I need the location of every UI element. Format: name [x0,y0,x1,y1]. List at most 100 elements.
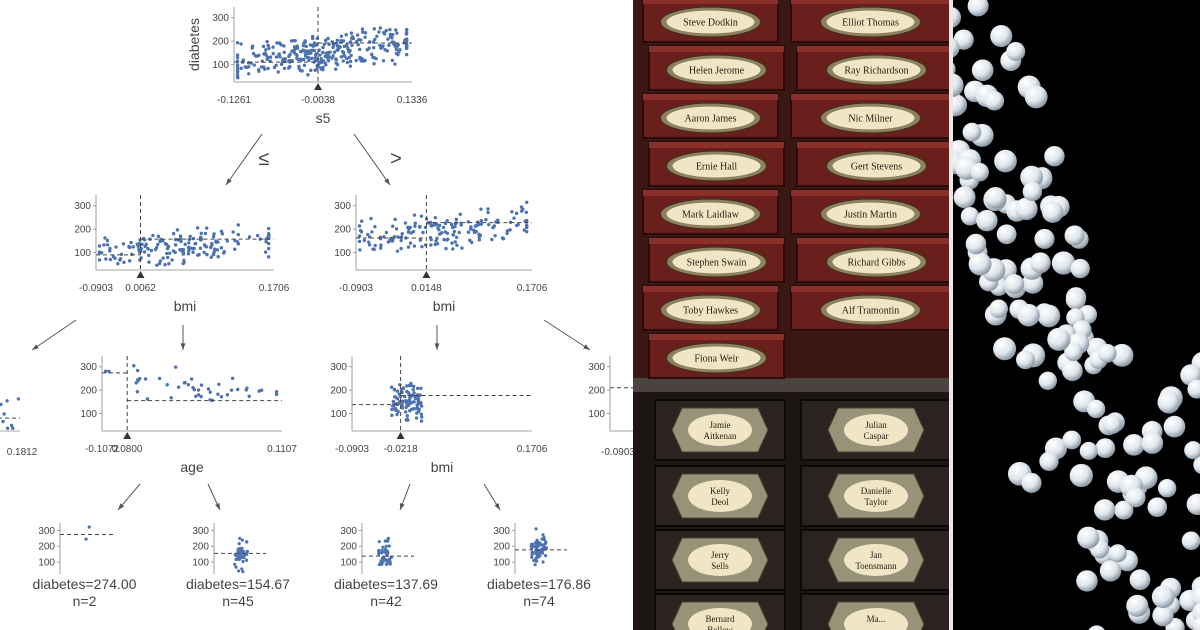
data-point [306,73,310,77]
data-point [108,249,112,253]
data-point [437,228,441,232]
data-point [266,226,271,231]
data-point [496,218,500,222]
label-plaque [826,298,915,322]
label-plaque [666,106,755,130]
data-point [357,37,361,42]
data-point [348,59,353,64]
edge-arrowhead [434,343,440,350]
data-point [290,49,294,53]
dark-box-name-label: Jan [870,550,882,560]
data-point [186,382,191,387]
ball [994,149,1017,173]
data-point [311,48,315,53]
data-point [453,224,457,229]
data-point [334,57,338,61]
ball [971,59,994,82]
data-point [155,263,159,267]
leaf-data-point [381,559,385,564]
data-point [408,409,412,413]
data-point [412,213,417,217]
data-point [363,31,368,35]
ball [1110,343,1134,367]
ball [1129,569,1151,591]
data-point [104,257,108,261]
leaf-data-point [236,569,241,573]
dark-box-name-label: Bellew [707,625,733,630]
data-point [245,65,249,70]
data-point [198,235,203,240]
data-point [420,244,424,249]
leaf-data-point [380,548,384,552]
data-point [348,64,353,68]
y-tick-label: 300 [588,362,605,373]
dark-box-name-label: Jamie [710,420,731,430]
dark-label-plaque [688,608,752,630]
data-point [399,238,403,243]
data-point [219,246,224,250]
edge-line [543,319,591,351]
ball [1004,274,1025,295]
data-point [394,408,399,412]
data-point [277,52,281,57]
x-tick-label: -0.0903 [339,283,373,294]
data-point [404,410,408,414]
data-point [400,232,404,236]
data-point [173,243,178,247]
y-tick-label: 300 [334,201,351,212]
data-point [102,243,106,247]
box-name-label: Steve Dodkin [683,18,738,29]
data-point [189,377,194,381]
data-point [199,231,203,236]
dark-label-plaque [688,480,752,512]
data-point [394,51,399,56]
edge-arrowhead [226,178,232,185]
dark-label-plaque [688,544,752,576]
leaf-data-point [238,536,242,541]
data-point [525,200,529,204]
data-point [363,35,367,39]
data-point [525,229,529,234]
data-point [397,401,402,405]
data-point [318,53,322,57]
data-point [418,225,422,229]
data-point [146,253,151,258]
leaf-data-point [245,540,249,544]
ball [1187,379,1200,399]
leaf-data-point [533,563,537,567]
data-point [307,58,311,63]
leaf-data-point [87,525,91,529]
data-point [371,55,375,59]
ball [953,62,956,76]
leaf-data-point [384,544,388,548]
leaf-data-point [541,546,546,550]
data-point [288,60,292,64]
data-point [155,245,159,250]
data-point [341,39,346,43]
data-point [378,246,383,250]
data-point [241,58,246,62]
data-point [103,369,108,373]
x-tick-label: 0.1706 [517,283,548,294]
data-point [369,216,373,221]
data-point [357,47,362,52]
data-point [246,72,251,76]
data-point [519,205,524,209]
data-point [393,62,397,66]
data-point [406,230,411,234]
data-point [419,412,423,416]
data-point [437,223,442,228]
data-point [261,44,266,49]
data-point [362,238,367,243]
data-point [360,27,365,31]
dark-box-name-label: Jerry [711,550,729,560]
box-lid [643,190,778,196]
data-point [213,247,217,251]
data-point [394,227,399,231]
data-point [406,245,411,249]
data-point [434,239,438,243]
data-point [145,397,150,401]
box-lid [791,0,950,4]
data-point [339,55,344,59]
x-tick-label: 0.1336 [397,95,428,106]
